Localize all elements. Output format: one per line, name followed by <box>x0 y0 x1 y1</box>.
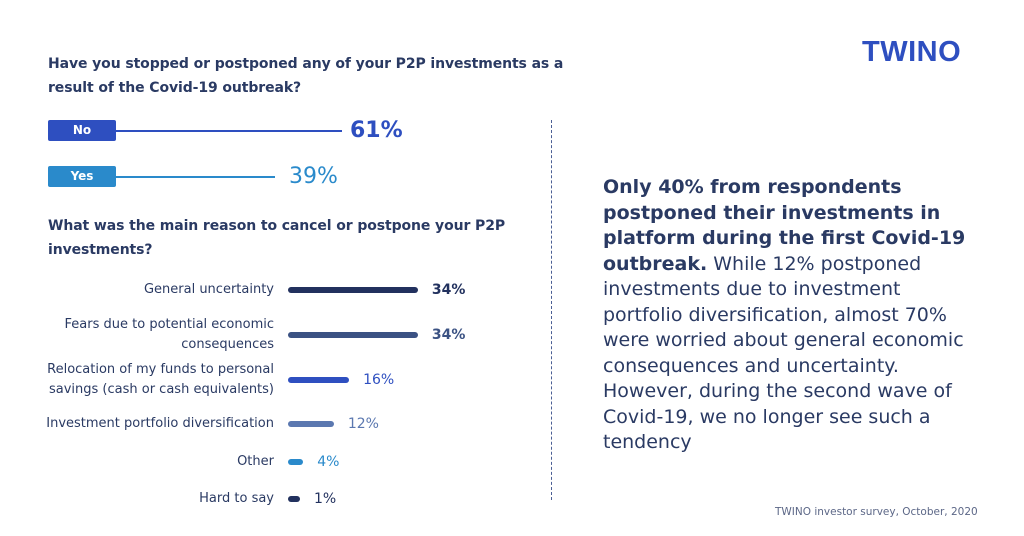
bar <box>288 459 304 465</box>
answer-yes-line <box>116 176 275 178</box>
question-2-title: What was the main reason to cancel or po… <box>48 218 506 258</box>
answer-no-value: 61% <box>350 118 403 143</box>
summary-text: Only 40% from respondents postponed thei… <box>603 175 983 456</box>
category-label: Relocation of my funds to personal savin… <box>47 362 274 397</box>
category-label: Investment portfolio diversification <box>46 416 274 431</box>
bar-value-label: 16% <box>363 372 395 388</box>
question-1-title: Have you stopped or postponed any of you… <box>48 56 564 96</box>
summary-regular: While 12% postponed investments due to i… <box>603 252 964 454</box>
answer-no-line <box>116 130 342 132</box>
bar-value-label: 1% <box>314 491 337 507</box>
twino-logo: TWINO <box>862 36 962 68</box>
bar-value-label: 34% <box>431 282 466 298</box>
answer-yes-value: 39% <box>289 164 338 189</box>
category-label: Fears due to potential economic conseque… <box>64 317 274 352</box>
bar-value-label: 34% <box>431 327 466 343</box>
category-label: Hard to say <box>199 491 274 506</box>
source-footer: TWINO investor survey, October, 2020 <box>775 506 978 518</box>
bar <box>288 421 334 427</box>
bar-value-label: 12% <box>347 416 379 432</box>
bar <box>288 332 418 338</box>
answer-no-pill: No <box>48 120 116 141</box>
category-label: General uncertainty <box>143 282 274 297</box>
bar <box>288 377 350 383</box>
summary-bold: Only 40% from respondents postponed thei… <box>603 176 966 275</box>
bar <box>288 287 418 293</box>
bar-value-label: 4% <box>317 454 340 470</box>
answer-yes-pill: Yes <box>48 166 116 187</box>
category-label: Other <box>237 454 274 469</box>
bar <box>288 496 300 502</box>
dashed-divider <box>551 120 552 500</box>
